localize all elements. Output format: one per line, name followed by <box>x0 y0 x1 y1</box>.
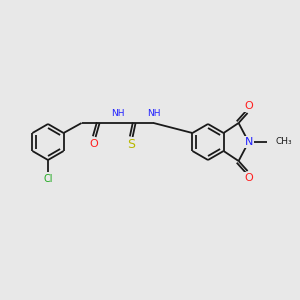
Text: S: S <box>128 139 136 152</box>
Text: O: O <box>89 139 98 149</box>
Text: CH₃: CH₃ <box>276 137 292 146</box>
Text: NH: NH <box>111 110 124 118</box>
Text: O: O <box>244 101 253 111</box>
Text: NH: NH <box>147 110 160 118</box>
Text: O: O <box>244 173 253 183</box>
Text: N: N <box>244 137 253 147</box>
Text: Cl: Cl <box>43 174 53 184</box>
